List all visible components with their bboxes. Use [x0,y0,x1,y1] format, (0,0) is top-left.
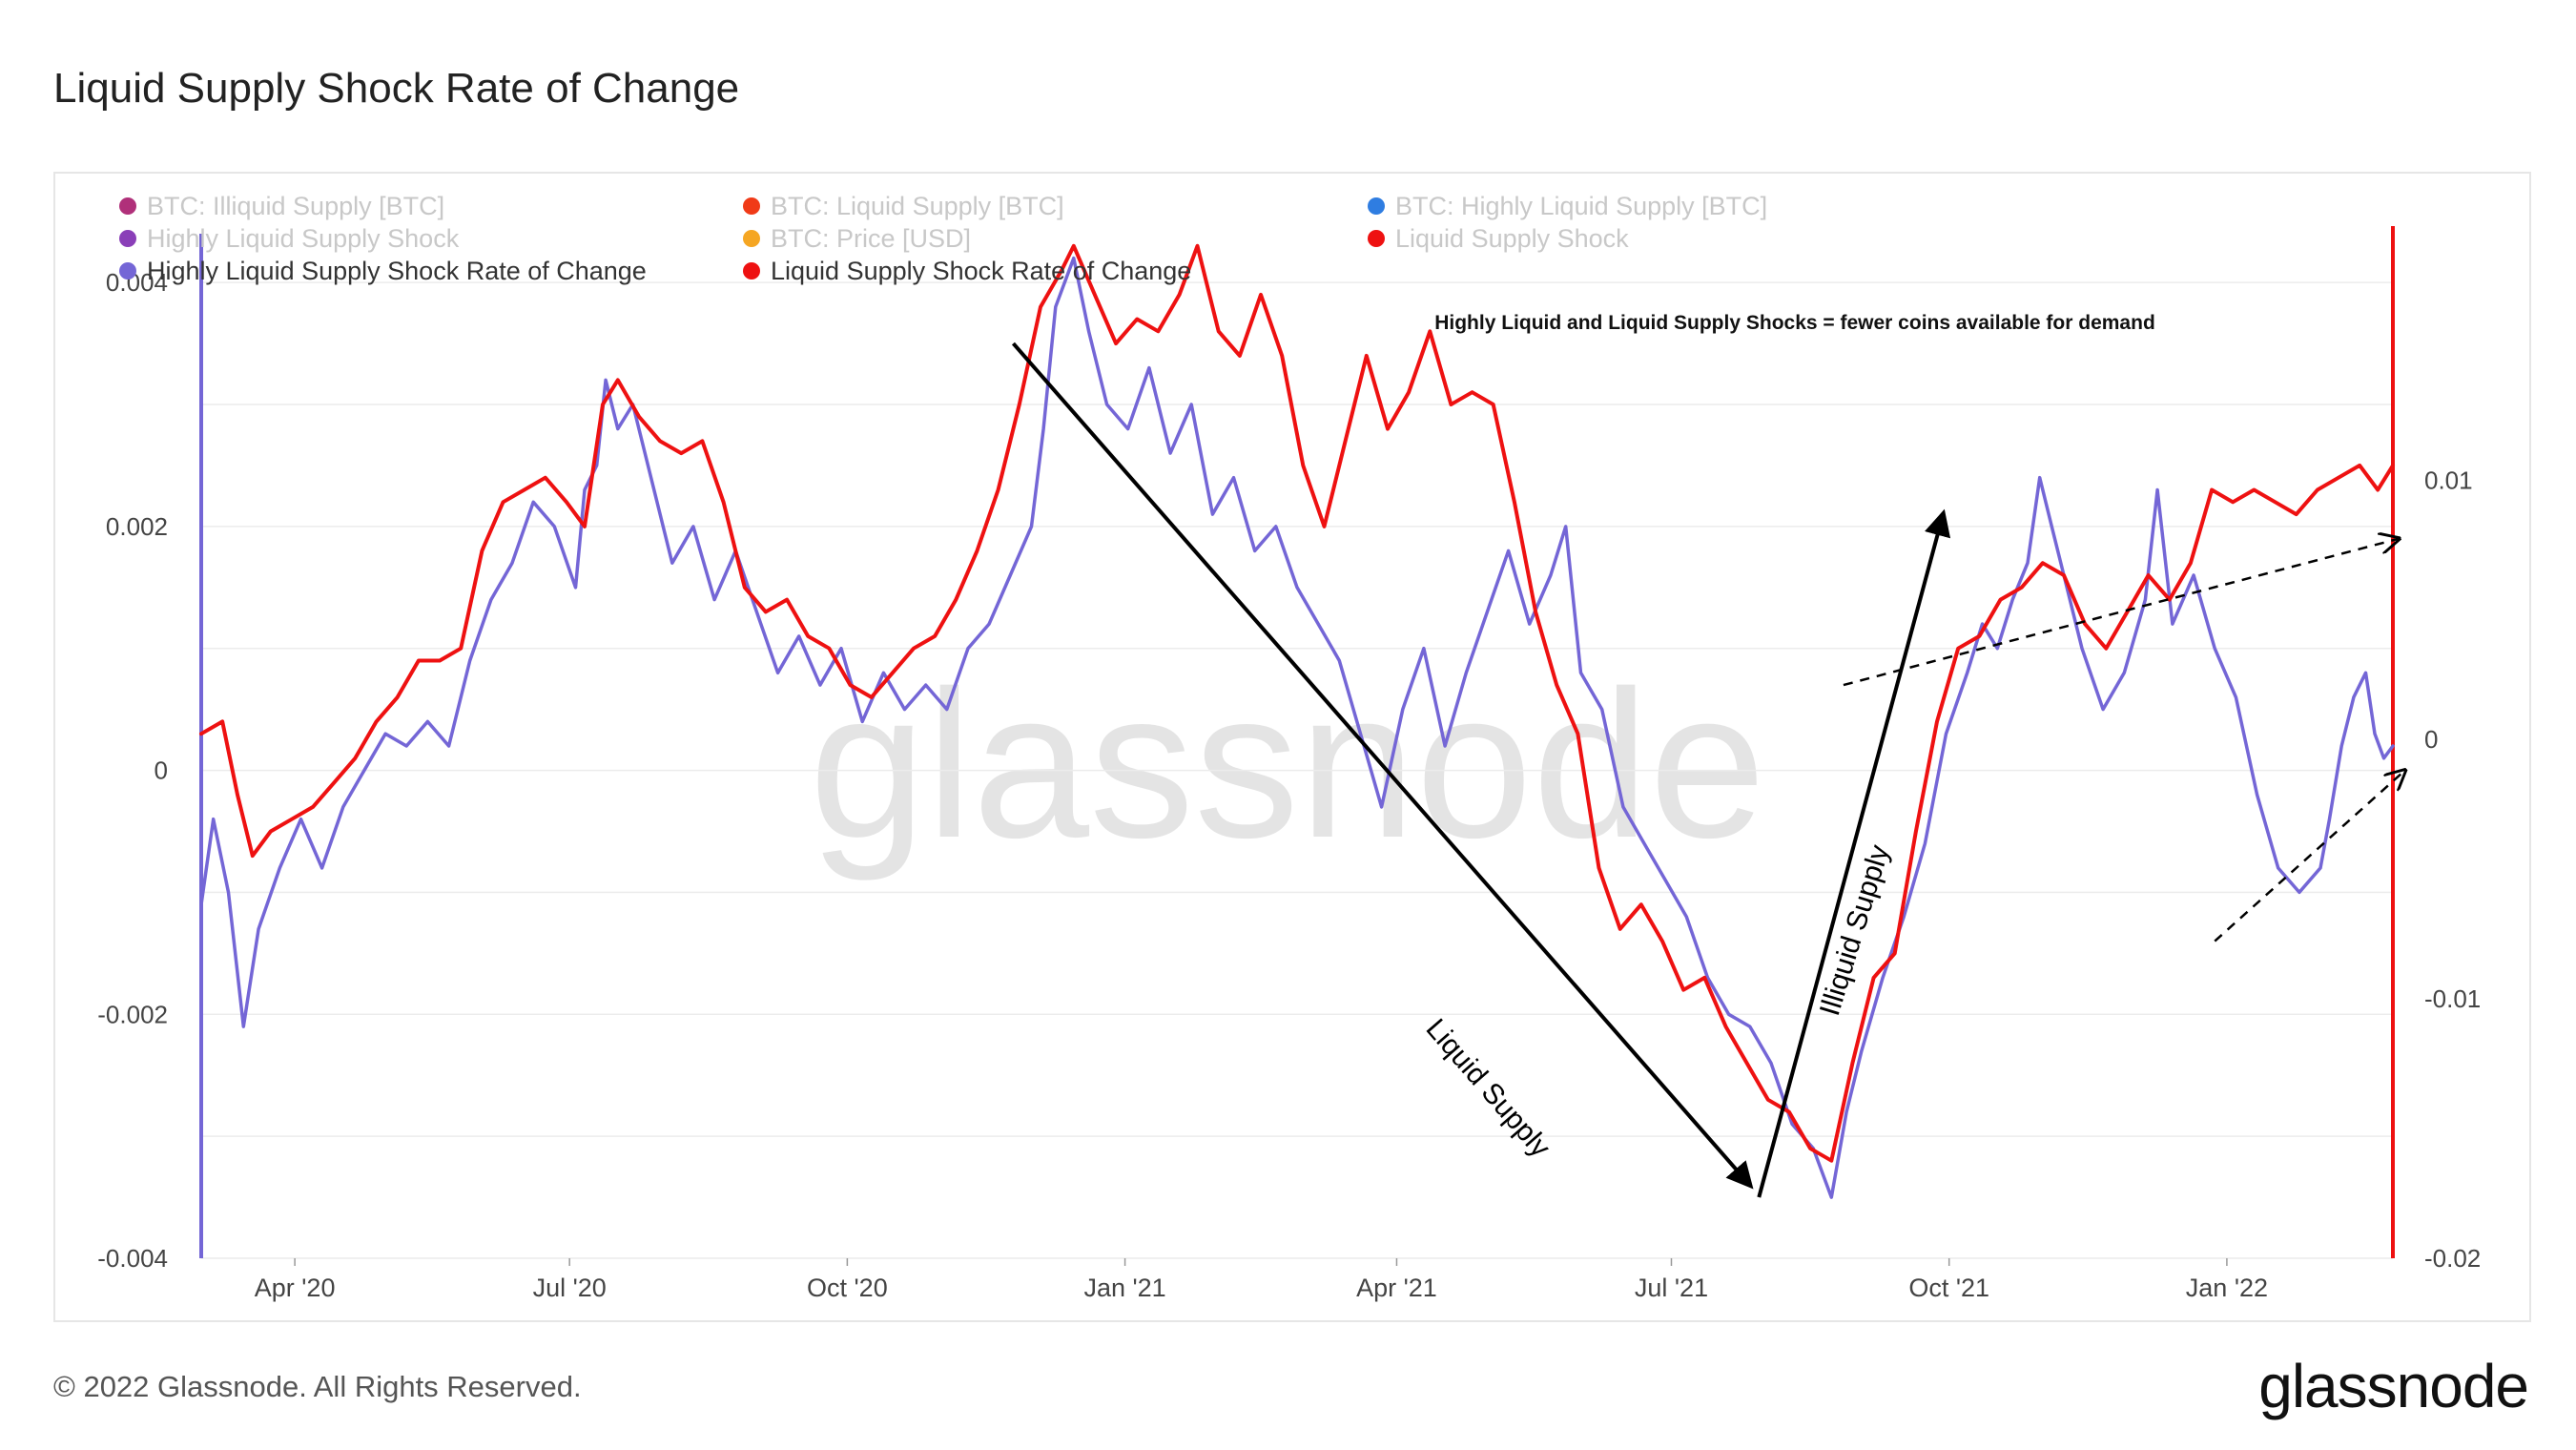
axes: 0.004 0.002 0 -0.002 -0.004 0.01 0 -0.01 -0.02 Ap… [97,226,2481,1302]
y-right-tick-label: 0.01 [2424,466,2473,494]
solid-trend-arrow [1011,342,1754,1190]
legend-label: BTC: Highly Liquid Supply [BTC] [1395,192,1767,220]
legend-label: BTC: Price [USD] [771,224,971,253]
solid-trend-arrow [1757,508,1951,1198]
legend-label: Highly Liquid Supply Shock Rate of Chang… [147,257,647,285]
y-right-tick-label: 0 [2424,725,2438,754]
y-left-tick-label: 0.002 [106,512,168,541]
legend-label: Liquid Supply Shock Rate of Change [771,257,1191,285]
legend-marker [743,230,760,247]
legend-marker [119,230,136,247]
illiquid-supply-label: Illiquid Supply [1814,841,1896,1020]
legend-marker [119,197,136,215]
glassnode-logo: glassnode [2258,1352,2529,1420]
chart-panel: glassnode 0.004 0.002 0 -0.002 -0.004 0.01 0 -0… [53,172,2531,1322]
y-left-tick-label: 0.004 [106,268,168,297]
x-tick-label: Oct '21 [1908,1274,1989,1302]
x-tick-label: Jul '21 [1635,1274,1708,1302]
legend-label: Highly Liquid Supply Shock [147,224,460,253]
x-tick-label: Jul '20 [533,1274,607,1302]
watermark: glassnode [810,647,1766,881]
x-tick-label: Apr '21 [1356,1274,1437,1302]
annotation-text: Highly Liquid and Liquid Supply Shocks =… [1434,312,2155,334]
legend-marker [1368,230,1385,247]
legend-marker [1368,197,1385,215]
legend-label: BTC: Illiquid Supply [BTC] [147,192,444,220]
dashed-trend-arrow [2214,771,2404,942]
page-title: Liquid Supply Shock Rate of Change [53,65,740,112]
x-tick-label: Jan '22 [2186,1274,2268,1302]
legend-label: BTC: Liquid Supply [BTC] [771,192,1064,220]
y-right-tick-label: -0.01 [2424,984,2481,1013]
legend-label: Liquid Supply Shock [1395,224,1629,253]
chart-svg: glassnode 0.004 0.002 0 -0.002 -0.004 0.01 0 -0… [97,192,2481,1302]
y-left-tick-label: 0 [155,756,168,785]
legend-marker [743,262,760,280]
x-tick-label: Apr '20 [255,1274,336,1302]
legend-marker [119,262,136,280]
liquid-supply-label: Liquid Supply [1420,1013,1556,1164]
legend: BTC: Illiquid Supply [BTC] BTC: Liquid Su… [119,192,1767,285]
y-left-tick-label: -0.004 [97,1244,168,1273]
x-tick-label: Oct '20 [807,1274,888,1302]
y-left-tick-label: -0.002 [97,1000,168,1028]
y-right-tick-label: -0.02 [2424,1244,2481,1273]
gridlines [201,281,2393,1259]
legend-marker [743,197,760,215]
dashed-trend-arrow [1843,539,2399,687]
liquid-supply-shock-rate-of-change-line [199,243,2395,1163]
series-layer [199,243,2395,1199]
x-tick-label: Jan '21 [1083,1274,1165,1302]
copyright-text: © 2022 Glassnode. All Rights Reserved. [53,1370,582,1403]
